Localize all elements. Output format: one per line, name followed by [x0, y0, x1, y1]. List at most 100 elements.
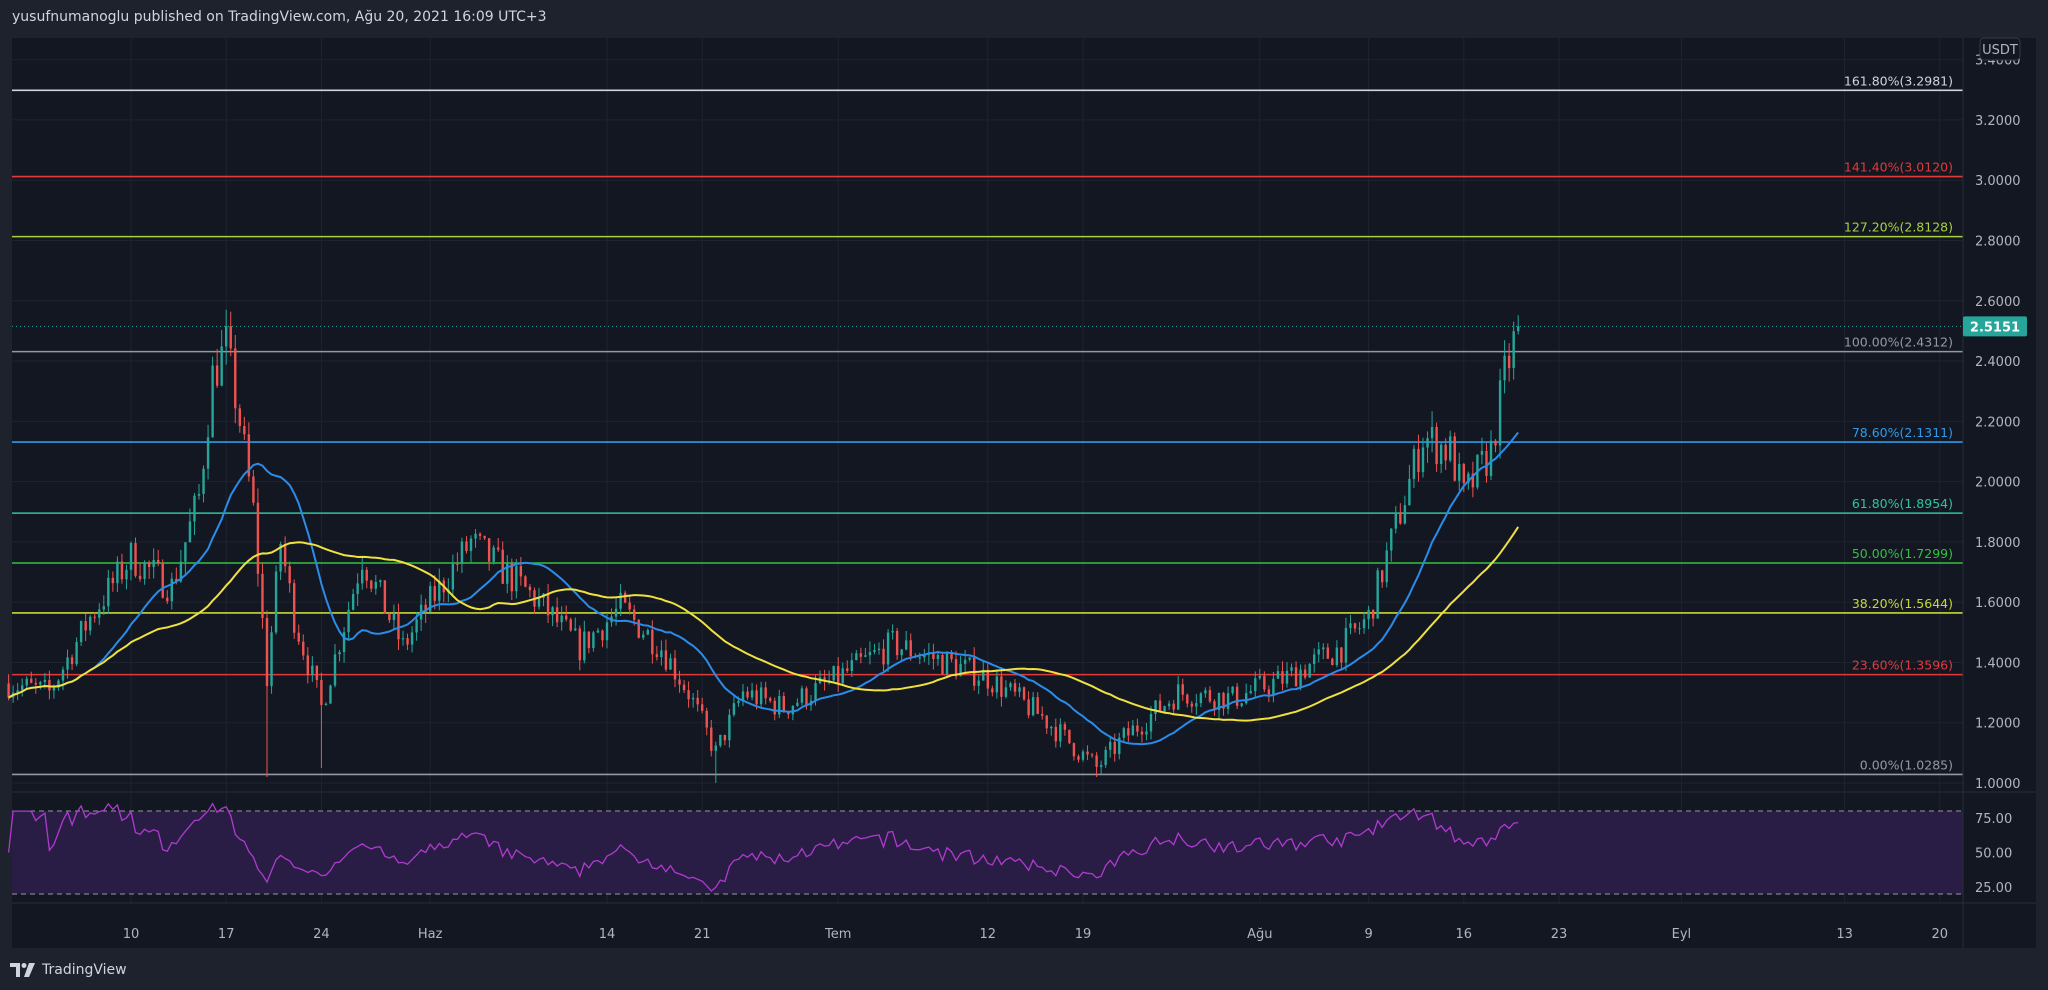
candle-body	[293, 583, 296, 633]
candle-body	[891, 630, 894, 633]
candle-body	[646, 629, 649, 635]
candle-body	[52, 687, 56, 691]
candle-body	[719, 734, 722, 746]
candle	[84, 613, 87, 642]
candle-body	[1249, 691, 1252, 694]
candle-body	[225, 326, 228, 347]
candle-body	[429, 586, 432, 612]
candle	[710, 720, 713, 757]
candle	[161, 559, 164, 599]
tradingview-logo[interactable]: TradingView	[10, 962, 127, 978]
fibonacci-levels[interactable]: 161.80%(3.2981) 141.40%(3.0120) 127.20%(2.…	[12, 73, 1963, 776]
candle-body	[1090, 754, 1094, 756]
candle	[1281, 661, 1284, 691]
candle-body	[1149, 713, 1153, 732]
candle-body	[1494, 440, 1497, 446]
candle-body	[905, 640, 908, 650]
candle-body	[469, 538, 473, 552]
candle	[351, 588, 355, 611]
candle-body	[633, 609, 636, 620]
price-tick-label: 1.2000	[1975, 717, 2021, 732]
candle	[546, 583, 550, 624]
candle	[905, 630, 908, 651]
candle	[864, 647, 867, 658]
candle	[963, 650, 967, 672]
grid	[12, 38, 1963, 903]
candle	[841, 662, 844, 686]
candle-body	[1507, 355, 1511, 369]
candle-body	[1081, 751, 1085, 760]
candle-body	[1267, 689, 1271, 695]
price-axis[interactable]: 3.40003.20003.00002.80002.60002.40002.20…	[1975, 54, 2021, 896]
candle-body	[1204, 690, 1207, 694]
candle	[537, 587, 541, 610]
candle-body	[1290, 667, 1293, 671]
candle	[1240, 702, 1243, 708]
candle	[1489, 430, 1493, 480]
candle	[401, 630, 405, 646]
candle-body	[1245, 693, 1248, 704]
candle	[487, 538, 491, 571]
candle-body	[215, 365, 219, 386]
candle	[1421, 437, 1425, 478]
candle-body	[497, 547, 500, 550]
candle-body	[877, 648, 881, 651]
candle-body	[57, 680, 60, 688]
candle	[261, 562, 264, 629]
candle-body	[1195, 703, 1198, 707]
candle-body	[1104, 749, 1107, 766]
candle-body	[1027, 699, 1030, 716]
candle	[170, 572, 173, 610]
candle	[1507, 343, 1511, 382]
candle	[1417, 434, 1420, 482]
candle	[1190, 700, 1193, 713]
time-tick-label: 20	[1932, 927, 1949, 942]
time-tick-label: 19	[1075, 927, 1092, 942]
candle-body	[769, 698, 772, 701]
candle-body	[107, 577, 110, 607]
candle-body	[864, 655, 867, 657]
candle-body	[1145, 731, 1148, 735]
candle-body	[782, 696, 785, 712]
candle	[111, 571, 115, 592]
candle	[497, 538, 500, 553]
candle	[1131, 720, 1135, 736]
fib-level-label: 78.60%(2.1311)	[1852, 425, 1953, 440]
candle-body	[959, 663, 962, 677]
candle	[728, 709, 731, 748]
fib-level-label: 141.40%(3.0120)	[1844, 160, 1953, 175]
candle	[492, 545, 495, 565]
candle	[324, 702, 328, 706]
candle	[1177, 676, 1180, 711]
price-tick-label: 3.0000	[1975, 174, 2021, 189]
candle-body	[1272, 678, 1275, 695]
candle-body	[560, 615, 563, 623]
candle-body	[941, 655, 944, 675]
candle-body	[614, 608, 618, 617]
candle-body	[1444, 444, 1447, 461]
candle-body	[846, 668, 849, 671]
candle	[637, 619, 640, 639]
candle-body	[1390, 528, 1393, 551]
candle-body	[1013, 683, 1017, 692]
candle-body	[342, 632, 346, 653]
candle	[347, 601, 350, 641]
fib-level-label: 61.80%(1.8954)	[1852, 496, 1953, 511]
candle-body	[759, 687, 763, 705]
candle-body	[605, 622, 609, 641]
time-axis[interactable]: 10 17 24 Haz 14 21 Tem 12 19 Ağu 9 16 23 Eyl 13 20	[123, 927, 1948, 942]
candle	[565, 605, 568, 622]
candle	[592, 630, 595, 652]
candle	[583, 620, 586, 664]
candle	[120, 553, 124, 584]
candle-body	[1285, 670, 1289, 684]
candle	[1254, 671, 1257, 699]
candle-body	[451, 563, 455, 590]
candle-body	[329, 685, 332, 704]
candle	[1453, 432, 1456, 482]
candle-body	[873, 650, 876, 653]
candle-body	[410, 632, 414, 645]
time-tick-label: 21	[694, 927, 711, 942]
candle-body	[311, 665, 314, 675]
